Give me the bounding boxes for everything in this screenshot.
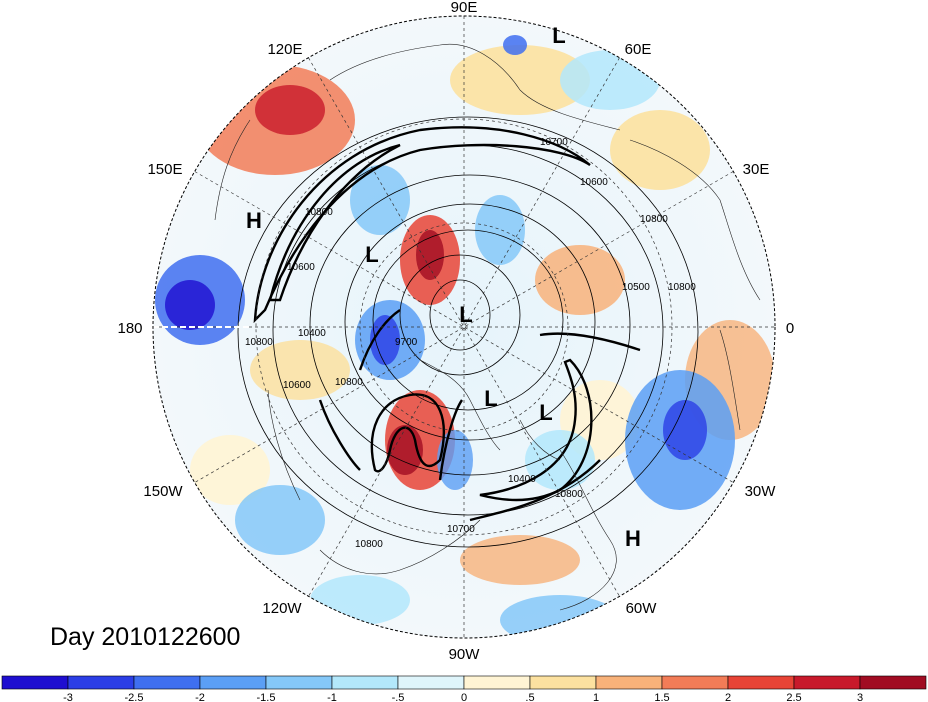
pressure-centers: L L L L L H H [246,23,641,551]
colorbar-tick-label: .5 [525,692,534,702]
lon-label-180: 180 [117,320,142,337]
contour-label: 10800 [555,489,583,500]
map-boundary [152,15,776,639]
colorbar-swatch [463,675,531,690]
contour-label: 9700 [395,337,418,348]
contour-label: 10600 [283,380,311,391]
contour-label: 10800 [640,214,668,225]
lon-label-30e: 30E [743,161,770,178]
colorbar-swatch [529,675,597,690]
contour-label: 10800 [355,539,383,550]
colorbar-tick-label: 2 [725,692,731,702]
contour-label: 10700 [447,524,475,535]
colorbar-tick-label: -.5 [392,692,405,702]
high-center: H [625,526,641,551]
colorbar-swatch [727,675,795,690]
colorbar-tick-label: 1 [593,692,599,702]
colorbar-tick-label: -2.5 [125,692,144,702]
contour-label: 10500 [622,282,650,293]
contour-label: 10800 [305,207,333,218]
low-center: L [365,242,378,267]
lon-label-150w: 150W [143,483,183,500]
low-center: L [459,302,472,327]
colorbar-swatch [793,675,861,690]
contour-label: 10600 [287,262,315,273]
colorbar-swatch [67,675,135,690]
colorbar-swatch [331,675,399,690]
colorbar-swatch [859,675,927,690]
colorbar-swatch [661,675,729,690]
height-contours [237,116,699,548]
lon-label-120e: 120E [267,41,302,58]
lon-label-90w: 90W [449,646,481,663]
colorbar-tick-label: 0 [461,692,467,702]
colorbar-tick-label: -1.5 [257,692,276,702]
contour-label: 10800 [335,377,363,388]
colorbar-swatch [397,675,465,690]
contour-label: 10800 [668,282,696,293]
date-title: Day 2010122600 [50,623,240,651]
low-center: L [539,400,552,425]
map-disc [153,16,775,638]
contour-label: 10700 [540,137,568,148]
colorbar-swatch [595,675,663,690]
colorbar: -3 -2.5 -2 -1.5 -1 -.5 0 .5 1 1.5 2 2.5 3 [1,675,927,702]
anomaly-field [155,35,775,638]
colorbar-tick-label: -2 [195,692,205,702]
colorbar-swatch [1,675,69,690]
colorbar-swatch [199,675,267,690]
contour-label: 10400 [508,474,536,485]
colorbar-tick-label: 2.5 [786,692,801,702]
lon-label-90e: 90E [451,0,478,16]
lon-label-120w: 120W [262,600,302,617]
colorbar-swatch [265,675,333,690]
longitude-labels: 90E 60E 30E 0 30W 60W 90W 120W 150W 180 … [117,0,794,663]
lon-label-60w: 60W [626,600,658,617]
contour-label: 10600 [580,177,608,188]
lon-label-30w: 30W [745,483,777,500]
graticule [153,16,775,638]
high-center: H [246,208,262,233]
colorbar-tick-label: 3 [857,692,863,702]
colorbar-tick-label: -1 [327,692,337,702]
jet-contours [253,126,641,522]
contour-label: 10400 [298,328,326,339]
colorbar-tick-label: 1.5 [654,692,669,702]
lon-label-150e: 150E [147,161,182,178]
colorbar-swatch [133,675,201,690]
low-center: L [552,23,565,48]
colorbar-tick-label: -3 [63,692,73,702]
lon-label-0: 0 [786,320,794,337]
contour-label: 10800 [245,337,273,348]
lon-label-60e: 60E [625,41,652,58]
low-center: L [484,386,497,411]
contour-labels: 10700 10600 10800 10500 10800 10800 1060… [245,137,696,550]
